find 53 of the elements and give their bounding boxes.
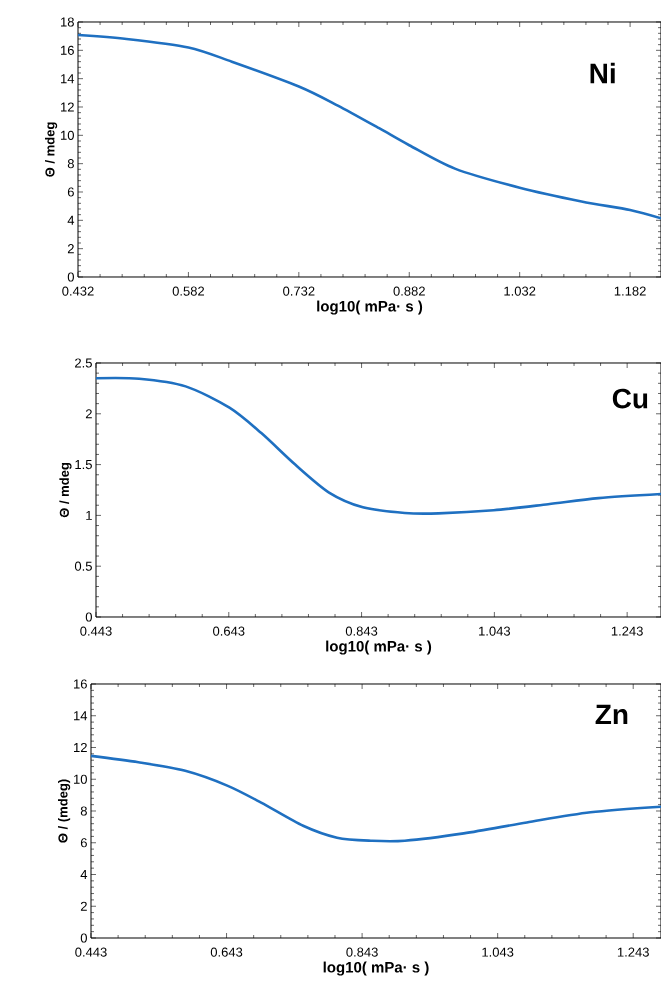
- x-tick-label: 1.182: [614, 286, 646, 296]
- y-tick-label: 10: [74, 774, 87, 784]
- line-series: [76, 33, 661, 220]
- y-tick-label: 8: [80, 806, 87, 816]
- x-tick-label: 1.243: [611, 626, 643, 636]
- x-tick-label: 0.443: [75, 947, 107, 957]
- y-tick-label: 14: [74, 711, 88, 721]
- x-tick-label: 0.443: [80, 626, 112, 636]
- x-axis-title: log10( mPa· s ): [323, 961, 429, 976]
- y-tick-label: 0.5: [74, 561, 92, 571]
- annotation: Ni: [590, 62, 615, 84]
- y-tick-label: 12: [61, 102, 74, 112]
- y-tick-label: 2: [67, 244, 74, 254]
- y-tick-label: 0: [80, 933, 87, 943]
- y-axis-title: Θ / mdeg: [45, 122, 58, 177]
- y-tick-label: 4: [67, 215, 75, 225]
- y-tick-label: 6: [80, 838, 87, 848]
- y-tick-label: 2: [80, 901, 87, 911]
- y-tick-label: 1.5: [75, 460, 92, 470]
- y-tick-label: 16: [61, 45, 74, 55]
- y-tick-label: 4: [80, 870, 88, 879]
- y-tick-label: 0: [67, 272, 74, 282]
- x-tick-label: 0.643: [210, 947, 243, 957]
- y-tick-label: 14: [61, 74, 75, 84]
- x-tick-label: 0.882: [393, 286, 425, 296]
- y-tick-label: 10: [61, 130, 74, 140]
- x-tick-label: 0.643: [213, 626, 245, 636]
- x-tick-label: 0.582: [172, 286, 205, 296]
- line-series: [89, 754, 661, 843]
- y-tick-label: 1: [86, 510, 92, 520]
- x-tick-label: 1.043: [479, 626, 511, 636]
- x-tick-label: 0.843: [345, 626, 378, 636]
- annotation: Zn: [595, 704, 628, 725]
- x-tick-label: 1.243: [617, 947, 649, 957]
- y-tick-label: 18: [61, 17, 74, 27]
- x-tick-label: 0.843: [346, 947, 378, 957]
- x-tick-label: 0.732: [283, 286, 315, 296]
- y-tick-label: 2.5: [75, 358, 92, 368]
- y-tick-label: 12: [74, 742, 87, 753]
- y-tick-label: 8: [67, 159, 74, 169]
- x-axis-title: log10( mPa· s ): [326, 640, 432, 655]
- x-tick-label: 1.043: [482, 947, 514, 957]
- y-tick-label: 0: [85, 612, 92, 622]
- line-series: [94, 376, 661, 515]
- y-axis-title: Θ / (mdeg): [58, 779, 71, 843]
- y-tick-label: 6: [67, 187, 74, 197]
- x-axis-title: log10( mPa· s ): [317, 300, 423, 315]
- y-tick-label: 2: [85, 409, 92, 419]
- x-tick-label: 1.032: [504, 286, 536, 296]
- y-axis-title: Θ / mdeg: [59, 463, 72, 518]
- annotation: Cu: [612, 388, 648, 409]
- y-tick-label: 16: [74, 679, 87, 689]
- x-tick-label: 0.432: [62, 286, 94, 296]
